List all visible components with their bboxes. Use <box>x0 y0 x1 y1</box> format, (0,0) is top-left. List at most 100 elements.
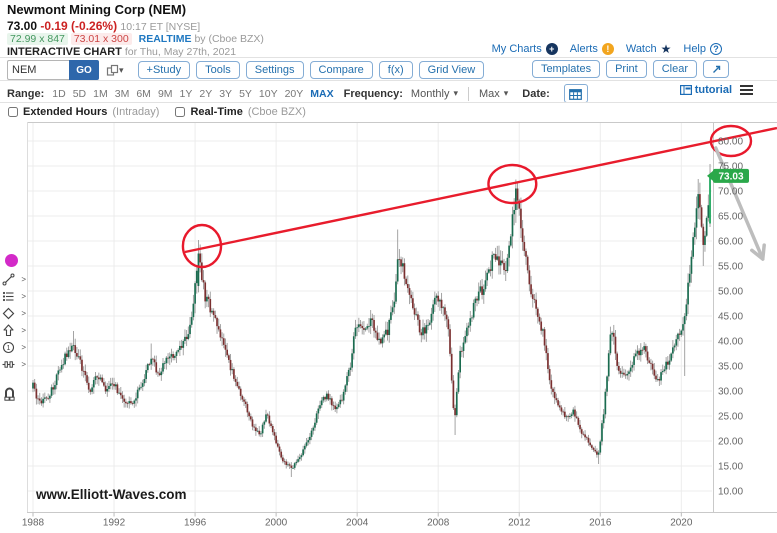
frequency-label: Frequency: <box>343 87 403 100</box>
tutorial-link[interactable]: tutorial <box>679 84 732 96</box>
quote-line: 73.00 -0.19 (-0.26%) 10:17 ET [NYSE] <box>7 19 200 33</box>
page-title: Newmont Mining Corp (NEM) <box>7 2 187 17</box>
price-chart-canvas[interactable]: www.Elliott-Waves.com 80.00 75.00 70.00 65.0… <box>0 122 777 533</box>
svg-text:2016: 2016 <box>589 518 612 529</box>
extended-hours-label: Extended Hours <box>23 106 108 118</box>
date-picker-button[interactable] <box>563 84 588 103</box>
chevron-right-icon: > <box>21 359 26 369</box>
svg-text:15.00: 15.00 <box>718 462 743 473</box>
svg-text:35.00: 35.00 <box>718 362 743 373</box>
chart-date: for Thu, May 27th, 2021 <box>124 46 237 58</box>
svg-text:10.00: 10.00 <box>718 487 743 498</box>
range-3y[interactable]: 3Y <box>219 87 233 100</box>
range-10y[interactable]: 10Y <box>258 87 278 100</box>
chevron-right-icon: > <box>21 291 26 301</box>
watch-link[interactable]: Watch ★ <box>626 42 672 56</box>
svg-text:50.00: 50.00 <box>718 287 743 298</box>
fx-button[interactable]: f(x) <box>378 61 413 79</box>
real-time-label: Real-Time <box>190 106 243 118</box>
trendline-icon <box>2 273 15 285</box>
help-icon: ? <box>710 43 722 55</box>
settings-button[interactable]: Settings <box>245 61 304 79</box>
menu-icon[interactable] <box>740 85 753 95</box>
circle-annotation <box>181 223 223 269</box>
my-charts-label: My Charts <box>491 43 542 55</box>
forecast-arrowhead <box>750 243 766 261</box>
compare-button[interactable]: Compare <box>309 61 373 79</box>
range-20y[interactable]: 20Y <box>284 87 304 100</box>
range-1m[interactable]: 1M <box>93 87 108 100</box>
symbol-input[interactable] <box>7 60 69 80</box>
tools-button[interactable]: Tools <box>196 61 240 79</box>
drawing-tools-panel: > > > > 1 > > <box>0 122 27 533</box>
chevron-down-icon: ▾ <box>453 88 458 98</box>
shapes-tool[interactable]: > <box>2 305 26 321</box>
symbol-options-dropdown[interactable]: ▾ <box>106 64 124 77</box>
frequency-dropdown[interactable]: Monthly ▾ <box>411 88 458 100</box>
realtime-source: by (Cboe BZX) <box>194 32 264 45</box>
extended-hours-toggle[interactable]: Extended Hours (Intraday) <box>8 106 159 118</box>
number-annotation-tool[interactable]: 1 > <box>2 339 26 355</box>
clear-button[interactable]: Clear <box>652 60 697 78</box>
watermark: www.Elliott-Waves.com <box>35 487 187 502</box>
real-time-checkbox[interactable] <box>175 107 186 117</box>
arrow-annotation-tool[interactable]: > <box>2 322 26 338</box>
candlesticks <box>32 164 711 477</box>
svg-text:70.00: 70.00 <box>718 187 743 198</box>
grid-view-button[interactable]: Grid View <box>418 61 485 79</box>
fibonacci-tool[interactable]: > <box>2 288 26 304</box>
extended-hours-checkbox[interactable] <box>8 107 18 117</box>
alerts-link[interactable]: Alerts! <box>570 42 614 56</box>
axis-labels: 80.00 75.00 70.00 65.00 60.00 55.00 50.00 45.00… <box>22 137 744 529</box>
range-5y[interactable]: 5Y <box>239 87 252 100</box>
svg-text:30.00: 30.00 <box>718 387 743 398</box>
study-button[interactable]: +Study <box>137 61 191 79</box>
svg-text:25.00: 25.00 <box>718 412 743 423</box>
divider <box>0 80 777 81</box>
fibonacci-icon <box>2 291 14 301</box>
trendline-tool[interactable]: > <box>2 271 26 287</box>
svg-text:2020: 2020 <box>670 518 693 529</box>
range-3m[interactable]: 3M <box>114 87 130 100</box>
range-5d[interactable]: 5D <box>72 87 87 100</box>
separator <box>467 86 469 101</box>
help-link[interactable]: Help? <box>683 42 722 56</box>
magnet-tool[interactable] <box>2 382 26 404</box>
range-2y[interactable]: 2Y <box>199 87 213 100</box>
go-button[interactable]: GO <box>69 60 99 80</box>
my-charts-link[interactable]: My Charts + <box>492 42 558 56</box>
alerts-label: Alerts <box>569 43 598 55</box>
watch-label: Watch <box>625 43 657 55</box>
range-9m[interactable]: 9M <box>157 87 173 100</box>
range-1y[interactable]: 1Y <box>179 87 193 100</box>
svg-text:1996: 1996 <box>184 518 207 529</box>
header-links: My Charts + Alerts! Watch ★ Help? <box>492 42 722 56</box>
range-1d[interactable]: 1D <box>52 87 66 100</box>
diagonal-arrow-icon <box>712 65 720 73</box>
print-button[interactable]: Print <box>606 60 647 78</box>
svg-text:40.00: 40.00 <box>718 337 743 348</box>
last-price: 73.00 <box>7 19 38 33</box>
real-time-toggle[interactable]: Real-Time (Cboe BZX) <box>175 106 306 118</box>
svg-text:2012: 2012 <box>508 518 531 529</box>
svg-text:2000: 2000 <box>265 518 288 529</box>
circle-annotation <box>487 163 538 205</box>
popout-chart-button[interactable] <box>703 60 729 78</box>
options-bar: Extended Hours (Intraday) Real-Time (Cbo… <box>8 106 306 118</box>
svg-text:45.00: 45.00 <box>718 312 743 323</box>
max-dropdown[interactable]: Max ▾ <box>479 88 508 100</box>
templates-button[interactable]: Templates <box>531 60 601 78</box>
slider-icon <box>2 360 15 368</box>
draw-color-dot[interactable] <box>5 254 18 267</box>
svg-text:2004: 2004 <box>346 518 369 529</box>
tutorial-video-icon <box>679 85 692 95</box>
help-label: Help <box>683 43 706 55</box>
chart-toolbar: GO ▾ +Study Tools Settings Compare f(x) … <box>7 60 777 80</box>
chevron-down-icon: ▾ <box>119 64 124 75</box>
forecast-arrow <box>714 146 765 261</box>
measure-tool[interactable]: > <box>2 356 26 372</box>
svg-text:20.00: 20.00 <box>718 437 743 448</box>
range-max-active[interactable]: MAX <box>310 87 334 100</box>
range-6m[interactable]: 6M <box>136 87 151 100</box>
chevron-right-icon: > <box>21 342 26 352</box>
